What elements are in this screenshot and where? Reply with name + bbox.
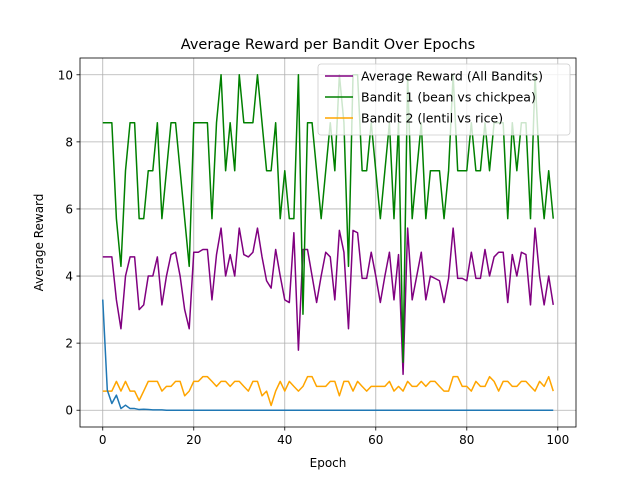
y-tick-label: 4 bbox=[65, 270, 73, 284]
series-line-3 bbox=[102, 299, 554, 411]
x-tick-label: 0 bbox=[99, 433, 107, 447]
x-axis: 0 20 40 60 80 100 bbox=[99, 427, 569, 447]
series-lines bbox=[102, 74, 554, 411]
y-axis-label: Average Reward bbox=[32, 194, 46, 292]
y-tick-label: 8 bbox=[65, 135, 73, 149]
y-tick-label: 10 bbox=[58, 68, 73, 82]
x-tick-label: 60 bbox=[368, 433, 383, 447]
y-tick-label: 6 bbox=[65, 202, 73, 216]
x-tick-label: 80 bbox=[459, 433, 474, 447]
y-tick-label: 0 bbox=[65, 404, 73, 418]
series-line-0 bbox=[102, 227, 554, 376]
chart-title: Average Reward per Bandit Over Epochs bbox=[181, 37, 475, 53]
legend: Average Reward (All Bandits) Bandit 1 (be… bbox=[317, 63, 571, 136]
plot-frame bbox=[79, 57, 577, 428]
legend-label: Bandit 1 (bean vs chickpea) bbox=[361, 90, 536, 105]
series-line-1 bbox=[102, 74, 554, 364]
y-axis: 0 2 4 6 8 10 bbox=[58, 68, 80, 418]
x-axis-label: Epoch bbox=[310, 456, 347, 470]
y-tick-label: 2 bbox=[65, 337, 73, 351]
legend-label: Average Reward (All Bandits) bbox=[361, 69, 543, 84]
legend-label: Bandit 2 (lentil vs rice) bbox=[361, 111, 503, 126]
x-tick-label: 40 bbox=[277, 433, 292, 447]
legend-box bbox=[317, 63, 571, 136]
x-tick-label: 100 bbox=[546, 433, 569, 447]
x-tick-label: 20 bbox=[186, 433, 201, 447]
series-line-2 bbox=[102, 375, 554, 407]
